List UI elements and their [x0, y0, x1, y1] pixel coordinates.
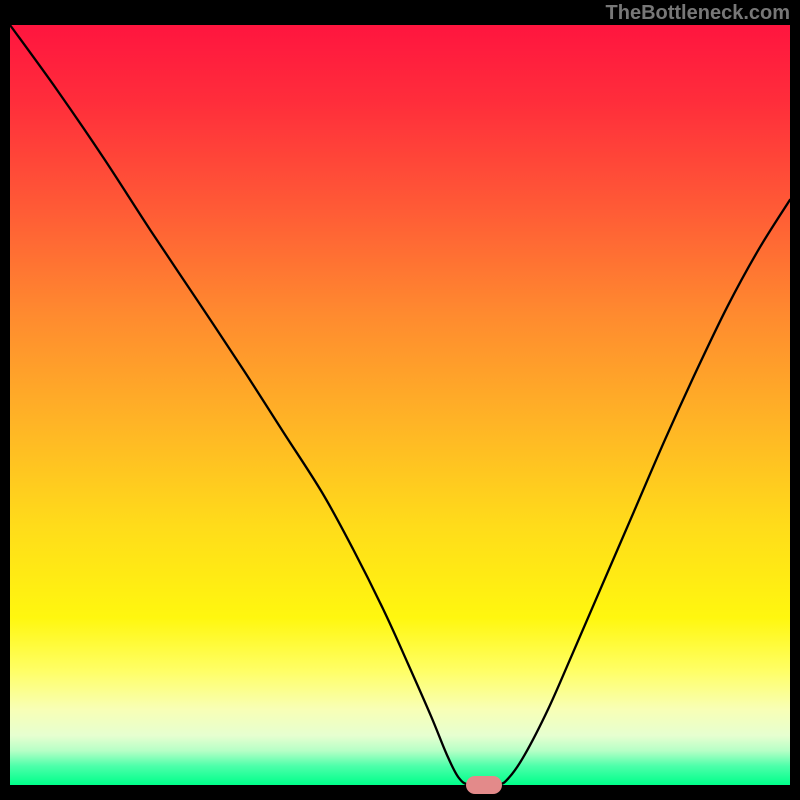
chart-frame	[0, 0, 10, 800]
chart-frame	[0, 785, 800, 800]
chart-background	[10, 25, 790, 785]
chart-frame	[0, 0, 800, 25]
bottleneck-chart	[0, 0, 800, 800]
chart-frame	[790, 0, 800, 800]
chart-container: TheBottleneck.com	[0, 0, 800, 800]
